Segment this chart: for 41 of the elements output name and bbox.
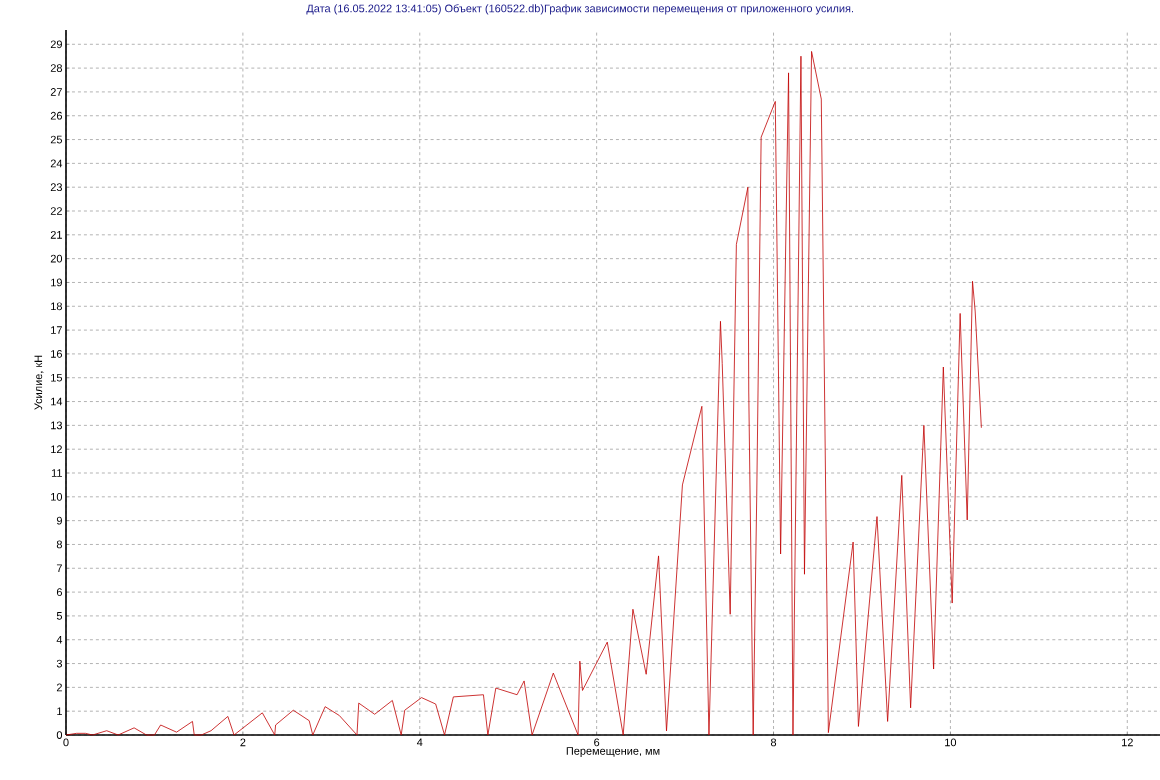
y-tick-label: 12 bbox=[51, 445, 62, 454]
y-axis-title: Усилие, кН bbox=[34, 355, 44, 410]
y-tick-label: 7 bbox=[56, 564, 62, 573]
y-tick-label: 5 bbox=[56, 612, 63, 620]
y-tick-label: 25 bbox=[50, 135, 63, 144]
y-tick-label: 15 bbox=[51, 373, 63, 382]
y-tick-label: 10 bbox=[51, 492, 63, 501]
x-tick-label: 0 bbox=[63, 738, 69, 747]
x-tick-label: 4 bbox=[416, 738, 423, 747]
y-tick-label: 4 bbox=[56, 635, 63, 644]
y-tick-label: 22 bbox=[50, 207, 62, 215]
y-tick-label: 26 bbox=[50, 111, 62, 120]
y-tick-label: 0 bbox=[56, 731, 63, 739]
y-tick-label: 29 bbox=[50, 40, 62, 49]
x-axis-title: Перемещение, мм bbox=[566, 747, 660, 757]
y-tick-label: 27 bbox=[50, 88, 62, 96]
y-tick-label: 14 bbox=[51, 397, 63, 406]
x-tick-label: 10 bbox=[945, 738, 957, 747]
y-tick-label: 13 bbox=[51, 421, 62, 430]
y-tick-label: 24 bbox=[50, 159, 63, 168]
y-tick-label: 11 bbox=[51, 469, 62, 477]
y-tick-label: 23 bbox=[50, 183, 62, 192]
y-tick-label: 28 bbox=[50, 64, 62, 72]
x-tick-label: 6 bbox=[594, 738, 600, 747]
y-tick-label: 21 bbox=[50, 231, 62, 239]
y-tick-label: 2 bbox=[56, 683, 62, 692]
y-tick-label: 16 bbox=[51, 350, 62, 358]
y-tick-label: 3 bbox=[56, 659, 62, 668]
y-tick-label: 20 bbox=[50, 254, 63, 263]
y-tick-label: 18 bbox=[51, 302, 62, 311]
y-tick-label: 19 bbox=[51, 278, 62, 287]
x-tick-label: 8 bbox=[770, 738, 777, 747]
line-series bbox=[65, 51, 982, 736]
y-tick-label: 1 bbox=[57, 707, 62, 715]
x-tick-label: 2 bbox=[240, 738, 246, 747]
y-tick-label: 6 bbox=[56, 588, 62, 596]
y-tick-label: 8 bbox=[56, 540, 62, 549]
y-tick-label: 9 bbox=[56, 516, 62, 525]
y-tick-label: 17 bbox=[51, 326, 62, 334]
x-tick-label: 12 bbox=[1122, 738, 1133, 747]
chart-title: Дата (16.05.2022 13:41:05) Объект (160522.db)График зависимости перемещения от приложенного усилия. bbox=[306, 4, 854, 15]
